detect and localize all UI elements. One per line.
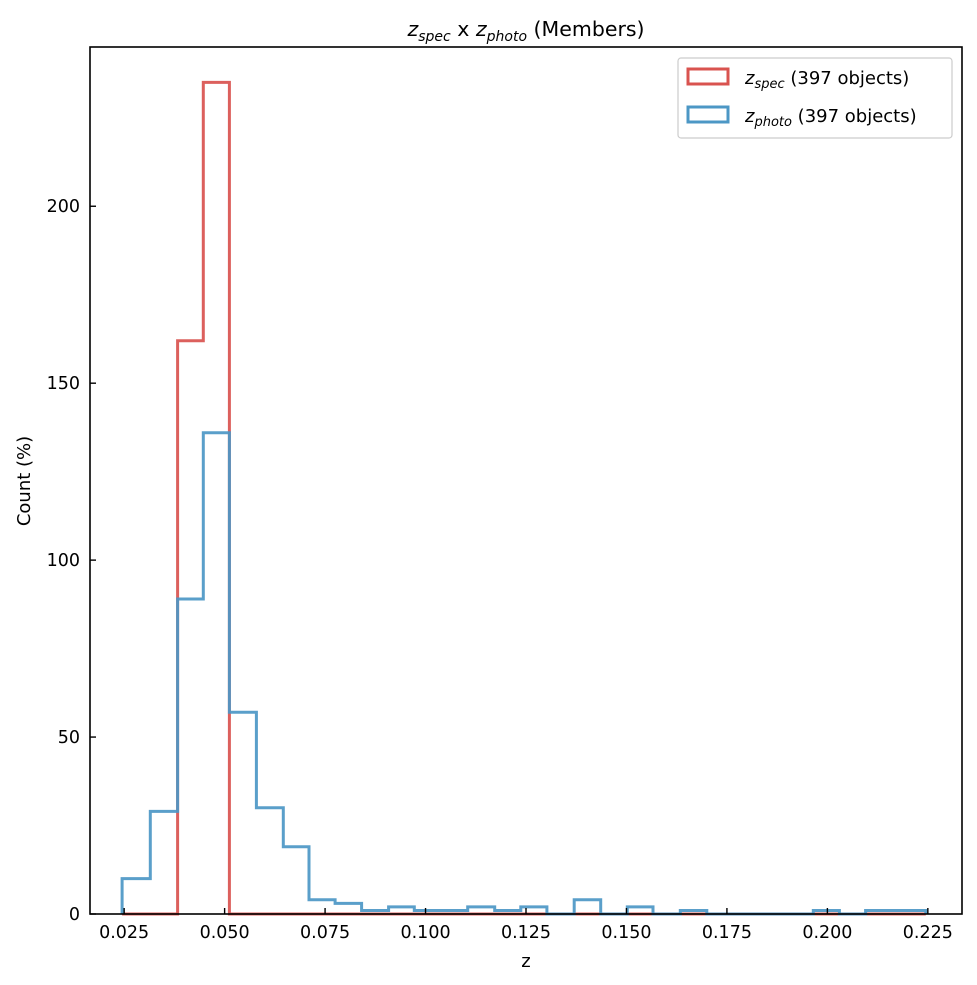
x-tick-label: 0.050 [200, 923, 250, 943]
y-tick-label: 200 [47, 197, 80, 217]
chart-title: zspec x zphoto (Members) [406, 17, 644, 45]
bar-z-photo-4 [229, 712, 256, 914]
legend-swatch-z-photo [686, 105, 730, 124]
x-tick-label: 0.150 [601, 923, 651, 943]
legend-label-z-photo: zphoto (397 objects) [744, 106, 917, 130]
bar-z-photo-3 [203, 433, 229, 914]
legend-label-z-spec: zspec (397 objects) [744, 68, 909, 92]
x-tick-label: 0.125 [501, 923, 551, 943]
legend: zspec (397 objects) zphoto (397 objects) [677, 57, 953, 139]
y-axis-label: Count (%) [14, 436, 35, 526]
y-tick-label: 0 [69, 905, 80, 925]
x-tick-label: 0.225 [903, 923, 953, 943]
bar-z-photo-13 [468, 907, 495, 914]
legend-swatch-z-spec [686, 67, 730, 86]
y-tick-label: 50 [58, 728, 80, 748]
bar-z-photo-19 [627, 907, 653, 914]
bar-z-photo-7 [309, 900, 335, 914]
x-tick-label: 0.025 [99, 923, 149, 943]
y-tick-label: 150 [47, 374, 80, 394]
bar-z-photo-6 [283, 847, 309, 914]
y-tick-label: 100 [47, 551, 80, 571]
bar-z-photo-17 [574, 900, 601, 914]
x-tick-label: 0.175 [702, 923, 752, 943]
x-axis-label: z [521, 951, 530, 972]
bar-z-photo-2 [178, 599, 204, 914]
series-z-photo [120, 431, 928, 916]
x-tick-label: 0.200 [802, 923, 852, 943]
bar-z-photo-0 [122, 879, 150, 914]
histogram-bars [120, 80, 928, 916]
bar-z-photo-10 [389, 907, 415, 914]
y-axis-ticks: 0 50 100 150 200 [47, 197, 96, 925]
bar-z-photo-15 [521, 907, 547, 914]
x-tick-label: 0.075 [300, 923, 350, 943]
legend-box [677, 57, 953, 139]
bar-z-photo-8 [335, 903, 362, 914]
x-axis-ticks: 0.025 0.050 0.075 0.100 0.125 0.150 0.175 0.200… [99, 908, 953, 943]
bar-z-photo-5 [256, 808, 283, 914]
title-z-spec: z [406, 17, 419, 41]
bar-z-photo-1 [150, 811, 177, 914]
x-tick-label: 0.100 [400, 923, 450, 943]
